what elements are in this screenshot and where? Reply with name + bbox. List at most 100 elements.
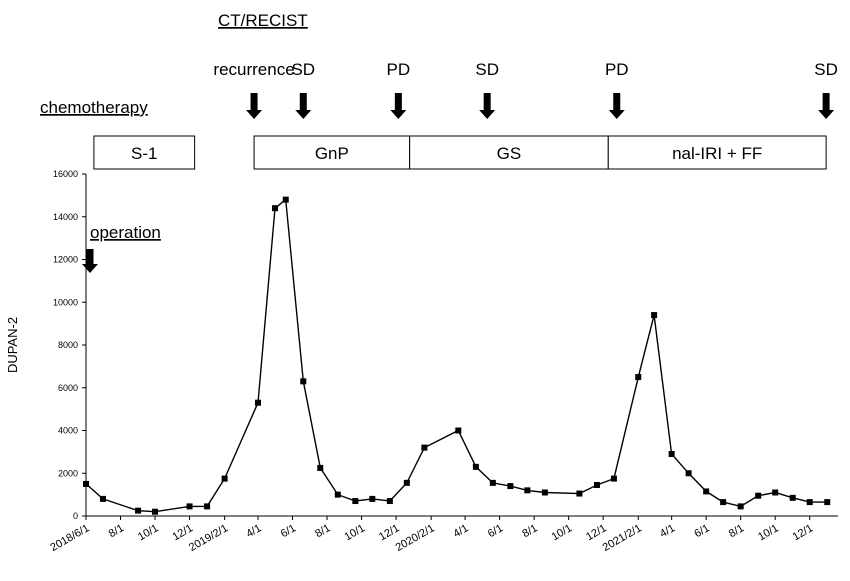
x-tick-label: 10/1 bbox=[343, 522, 368, 543]
regimen-box bbox=[607, 135, 827, 170]
data-point bbox=[472, 463, 479, 470]
regimen-label: GnP bbox=[315, 144, 349, 163]
data-point bbox=[576, 490, 583, 497]
data-point bbox=[255, 399, 262, 406]
data-point bbox=[703, 488, 710, 495]
data-point bbox=[824, 499, 831, 506]
operation-arrow-layer bbox=[82, 249, 98, 273]
down-arrow-icon bbox=[295, 93, 312, 119]
y-tick-label: 8000 bbox=[58, 340, 78, 350]
x-tick-label: 12/1 bbox=[791, 522, 816, 543]
data-point bbox=[352, 498, 359, 505]
x-tick-label: 4/1 bbox=[658, 522, 677, 540]
x-tick-label: 8/1 bbox=[313, 522, 332, 540]
data-point bbox=[720, 499, 727, 506]
x-tick-label: 6/1 bbox=[692, 522, 711, 540]
x-tick-label: 10/1 bbox=[136, 522, 161, 543]
y-tick-label: 16000 bbox=[53, 169, 78, 179]
y-axis-label: DUPAN-2 bbox=[5, 317, 20, 373]
y-tick-label: 2000 bbox=[58, 468, 78, 478]
y-tick-label: 10000 bbox=[53, 297, 78, 307]
x-tick-label: 2021/2/1 bbox=[601, 522, 644, 554]
regimen-label: GS bbox=[497, 144, 522, 163]
data-point bbox=[541, 489, 548, 496]
data-point bbox=[507, 483, 514, 490]
data-point bbox=[651, 312, 658, 319]
x-tick-label: 2019/2/1 bbox=[187, 522, 230, 554]
down-arrow-icon bbox=[608, 93, 625, 119]
regimen-label: nal-IRI + FF bbox=[672, 144, 762, 163]
data-point bbox=[772, 489, 779, 496]
data-point bbox=[403, 479, 410, 486]
axes: DUPAN-2 bbox=[5, 174, 838, 517]
x-tick-label: 8/1 bbox=[107, 522, 126, 540]
data-point bbox=[334, 491, 341, 498]
data-point bbox=[455, 427, 462, 434]
evaluation-label: recurrence bbox=[213, 60, 294, 79]
data-point bbox=[610, 475, 617, 482]
regimen-box bbox=[409, 135, 609, 170]
ct-recist-header: CT/RECIST bbox=[218, 11, 308, 30]
operation-arrow-icon bbox=[82, 249, 98, 273]
data-point bbox=[421, 444, 428, 451]
header-layer: CT/RECIST chemotherapy operation bbox=[40, 11, 308, 242]
data-point bbox=[135, 507, 142, 514]
data-point bbox=[806, 499, 813, 506]
data-point bbox=[668, 451, 675, 458]
data-point bbox=[204, 503, 211, 510]
evaluation-label: SD bbox=[291, 60, 315, 79]
x-tick-label: 6/1 bbox=[486, 522, 505, 540]
x-tick-label: 2020/2/1 bbox=[394, 522, 437, 554]
data-point bbox=[300, 378, 307, 385]
regimen-box bbox=[93, 135, 196, 170]
x-tick-label: 10/1 bbox=[756, 522, 781, 543]
down-arrow-icon bbox=[390, 93, 407, 119]
y-tick-label: 14000 bbox=[53, 212, 78, 222]
data-point bbox=[789, 494, 796, 501]
data-point bbox=[152, 508, 159, 515]
down-arrow-icon bbox=[479, 93, 496, 119]
data-point bbox=[282, 196, 289, 203]
data-point bbox=[755, 492, 762, 499]
data-point bbox=[524, 487, 531, 494]
x-tick-label: 6/1 bbox=[279, 522, 298, 540]
evaluation-label: PD bbox=[605, 60, 629, 79]
series-line bbox=[85, 198, 828, 513]
x-ticks: 2018/6/1 8/1 10/1 12/1 2019/2/1 4/1 6/1 8/1 10/1… bbox=[48, 516, 815, 554]
y-ticks: 0 2000 4000 6000 8000 10000 12000 14000 16000 bbox=[53, 169, 86, 521]
evaluation-label: SD bbox=[814, 60, 838, 79]
regimen-label: S-1 bbox=[131, 144, 157, 163]
y-tick-label: 12000 bbox=[53, 255, 78, 265]
y-tick-label: 0 bbox=[73, 511, 78, 521]
y-tick-label: 4000 bbox=[58, 426, 78, 436]
evaluation-label: SD bbox=[475, 60, 499, 79]
data-point bbox=[317, 464, 324, 471]
evaluation-label: PD bbox=[387, 60, 411, 79]
data-point bbox=[221, 475, 228, 482]
data-point bbox=[685, 470, 692, 477]
regimen-bars: S-1 GnP GS nal-IRI + FF bbox=[93, 135, 827, 170]
data-point bbox=[186, 503, 193, 510]
operation-label: operation bbox=[90, 223, 161, 242]
data-point bbox=[99, 495, 106, 502]
x-tick-label: 8/1 bbox=[727, 522, 746, 540]
data-point bbox=[489, 479, 496, 486]
regimen-box bbox=[253, 135, 411, 170]
down-arrow-icon bbox=[246, 93, 263, 119]
data-point bbox=[271, 205, 278, 212]
down-arrow-icon bbox=[818, 93, 835, 119]
data-point bbox=[369, 495, 376, 502]
x-tick-label: 8/1 bbox=[520, 522, 539, 540]
x-tick-label: 4/1 bbox=[451, 522, 470, 540]
x-tick-label: 2018/6/1 bbox=[48, 522, 91, 554]
x-tick-label: 10/1 bbox=[550, 522, 575, 543]
data-point bbox=[83, 480, 89, 487]
y-tick-label: 6000 bbox=[58, 383, 78, 393]
x-tick-label: 4/1 bbox=[244, 522, 263, 540]
data-point bbox=[635, 374, 642, 381]
data-point bbox=[386, 498, 393, 505]
chemotherapy-header: chemotherapy bbox=[40, 98, 148, 117]
data-point bbox=[737, 503, 744, 510]
